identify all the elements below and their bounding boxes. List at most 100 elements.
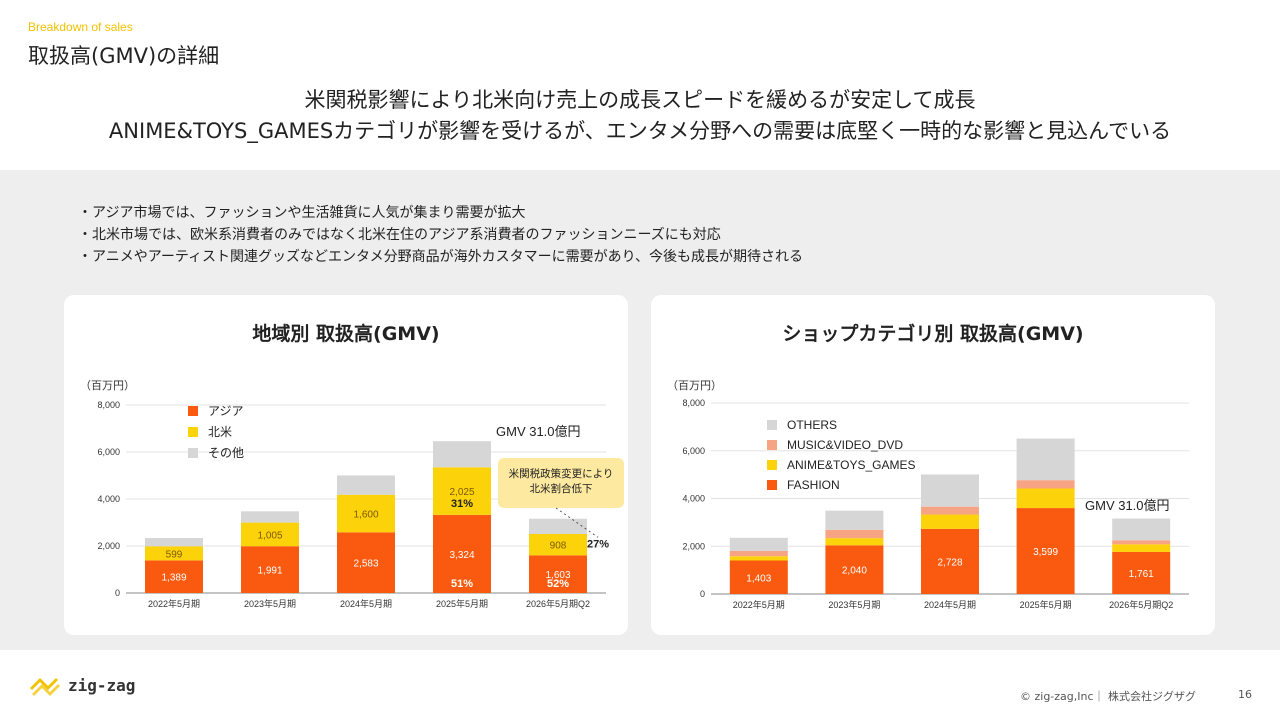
- category-gmv-chart: （百万円） 0 2,000 4,000 6,000 8,000 1,403 2022年5月期 2…: [667, 379, 1189, 610]
- legend-swatch: [767, 460, 777, 470]
- x-tick-label: 2023年5月期: [244, 598, 296, 609]
- category-chart-card: ショップカテゴリ別 取扱高(GMV) （百万円） 0 2,000 4,000 6,000…: [651, 295, 1215, 635]
- legend-swatch: [188, 427, 198, 437]
- y-tick-label: 6,000: [682, 446, 705, 456]
- eyebrow-label: Breakdown of sales: [28, 20, 133, 34]
- bar-segment: [145, 560, 203, 593]
- bar-segment: [825, 510, 884, 530]
- data-label: 1,005: [257, 530, 282, 541]
- legend-swatch: [188, 406, 198, 416]
- share-annotation: 52%: [547, 578, 569, 590]
- x-tick-label: 2025年5月期: [1020, 599, 1072, 610]
- y-tick-label: 6,000: [97, 447, 120, 457]
- data-label: 599: [166, 549, 183, 560]
- legend-label: OTHERS: [787, 418, 837, 432]
- data-label: 1,389: [161, 573, 186, 584]
- bar-segment: [1112, 544, 1171, 552]
- data-label: 1,600: [353, 509, 378, 520]
- x-tick-label: 2024年5月期: [924, 599, 976, 610]
- data-label: 1,761: [1129, 569, 1154, 580]
- y-tick-label: 8,000: [97, 400, 120, 410]
- bar-segment: [921, 528, 979, 594]
- bar-segment: [337, 475, 395, 495]
- zig-zag-logo-mark: zig-zag: [30, 676, 135, 696]
- x-tick-label: 2026年5月期Q2: [1109, 599, 1173, 610]
- page-number: 16: [1238, 688, 1252, 701]
- callout-text: 北米割合低下: [530, 482, 593, 495]
- y-tick-label: 4,000: [682, 494, 705, 504]
- bar-segment: [337, 532, 395, 593]
- legend-swatch: [767, 440, 777, 450]
- bar-segment: [1112, 518, 1171, 541]
- bullet-item: ・アニメやアーティスト関連グッズなどエンタメ分野商品が海外カスタマーに需要があり…: [78, 249, 804, 265]
- bar-segment: [729, 556, 788, 561]
- bar-segment: [729, 560, 788, 594]
- data-label: 3,324: [449, 550, 474, 561]
- bar-segment: [1016, 438, 1075, 481]
- bar-segment: [529, 533, 587, 556]
- x-tick-label: 2025年5月期: [436, 598, 488, 609]
- headline-line-2: ANIME&TOYS_GAMESカテゴリが影響を受けるが、エンタメ分野への需要は…: [108, 119, 1172, 143]
- data-label: 1,603: [545, 570, 570, 581]
- bar-segment: [1112, 551, 1171, 594]
- y-tick-label: 0: [700, 589, 705, 599]
- bar-segment: [433, 467, 491, 515]
- y-tick-label: 8,000: [682, 398, 705, 408]
- x-tick-label: 2022年5月期: [733, 599, 785, 610]
- slide-header: Breakdown of sales 取扱高(GMV)の詳細 米関税影響により北…: [0, 0, 1280, 170]
- legend-swatch: [188, 448, 198, 458]
- x-tick-label: 2024年5月期: [340, 598, 392, 609]
- page-title: 取扱高(GMV)の詳細: [28, 44, 220, 68]
- share-annotation: 27%: [587, 538, 609, 550]
- bar-segment: [529, 555, 587, 593]
- unit-label: （百万円）: [80, 379, 135, 392]
- gmv-total-note: GMV 31.0億円: [1085, 498, 1170, 513]
- y-tick-label: 0: [115, 588, 120, 598]
- data-label: 908: [550, 541, 567, 552]
- unit-label: （百万円）: [667, 379, 722, 392]
- bar-segment: [241, 522, 299, 547]
- logo-zigzag-icon: [30, 678, 60, 696]
- callout-leader: [555, 507, 599, 538]
- logo-wordmark: zig-zag: [68, 676, 135, 695]
- category-chart-title: ショップカテゴリ別 取扱高(GMV): [782, 323, 1084, 345]
- bar-segment: [529, 518, 587, 534]
- region-gmv-chart: （百万円） 0 2,000 4,000 6,000 8,000 1,389 599 2022年5…: [80, 379, 624, 609]
- data-label: 1,991: [257, 566, 282, 577]
- y-tick-label: 2,000: [97, 541, 120, 551]
- bar-segment: [241, 511, 299, 523]
- bar-segment: [1112, 540, 1171, 545]
- legend-label: MUSIC&VIDEO_DVD: [787, 438, 903, 452]
- zig-zag-logo: zig-zag: [28, 666, 148, 710]
- bar-segment: [921, 514, 979, 529]
- callout-box: [498, 458, 624, 508]
- bar-segment: [921, 506, 979, 515]
- data-label: 1,403: [746, 573, 771, 584]
- bar-segment: [337, 494, 395, 533]
- bar-segment: [241, 546, 299, 593]
- legend-label: ANIME&TOYS_GAMES: [787, 458, 915, 472]
- legend-label: アジア: [208, 404, 244, 418]
- legend-label: その他: [208, 446, 244, 460]
- legend-label: FASHION: [787, 478, 840, 492]
- bar-segment: [825, 545, 884, 594]
- bullet-item: ・アジア市場では、ファッションや生活雑貨に人気が集まり需要が拡大: [78, 205, 526, 221]
- bar-segment: [729, 537, 788, 551]
- x-tick-label: 2023年5月期: [828, 599, 880, 610]
- share-annotation: 51%: [451, 578, 473, 590]
- x-tick-label: 2026年5月期Q2: [526, 598, 590, 609]
- data-label: 2,583: [353, 559, 378, 570]
- bar-segment: [825, 538, 884, 546]
- bar-segment: [729, 550, 788, 557]
- y-tick-label: 2,000: [682, 541, 705, 551]
- bar-segment: [145, 546, 203, 561]
- share-annotation: 31%: [451, 498, 473, 510]
- data-label: 2,728: [937, 557, 962, 568]
- y-tick-label: 4,000: [97, 494, 120, 504]
- legend-label: 北米: [208, 425, 232, 439]
- data-label: 2,040: [842, 566, 867, 577]
- data-label: 3,599: [1033, 547, 1058, 558]
- bar-segment: [1016, 508, 1075, 594]
- data-label: 2,025: [449, 487, 474, 498]
- gmv-total-note: GMV 31.0億円: [496, 424, 581, 439]
